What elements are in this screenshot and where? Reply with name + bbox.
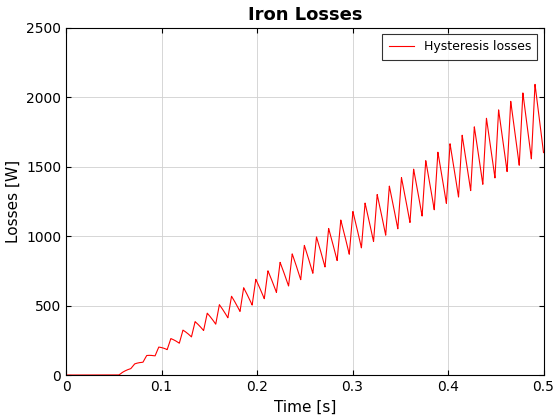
Legend: Hysteresis losses: Hysteresis losses [382, 34, 537, 60]
Hysteresis losses [531, 82, 538, 87]
Title: Iron Losses: Iron Losses [248, 5, 362, 24]
Hysteresis losses [63, 373, 69, 378]
Line: Hysteresis losses: Hysteresis losses [66, 84, 544, 375]
Hysteresis losses [181, 329, 188, 334]
Hysteresis losses [540, 150, 547, 155]
Hysteresis losses [509, 113, 516, 118]
Hysteresis losses [352, 217, 358, 222]
Hysteresis losses [288, 254, 295, 259]
Y-axis label: Losses [W]: Losses [W] [6, 160, 21, 243]
Hysteresis losses [369, 234, 376, 239]
X-axis label: Time [s]: Time [s] [274, 399, 336, 415]
Hysteresis losses [404, 209, 411, 214]
